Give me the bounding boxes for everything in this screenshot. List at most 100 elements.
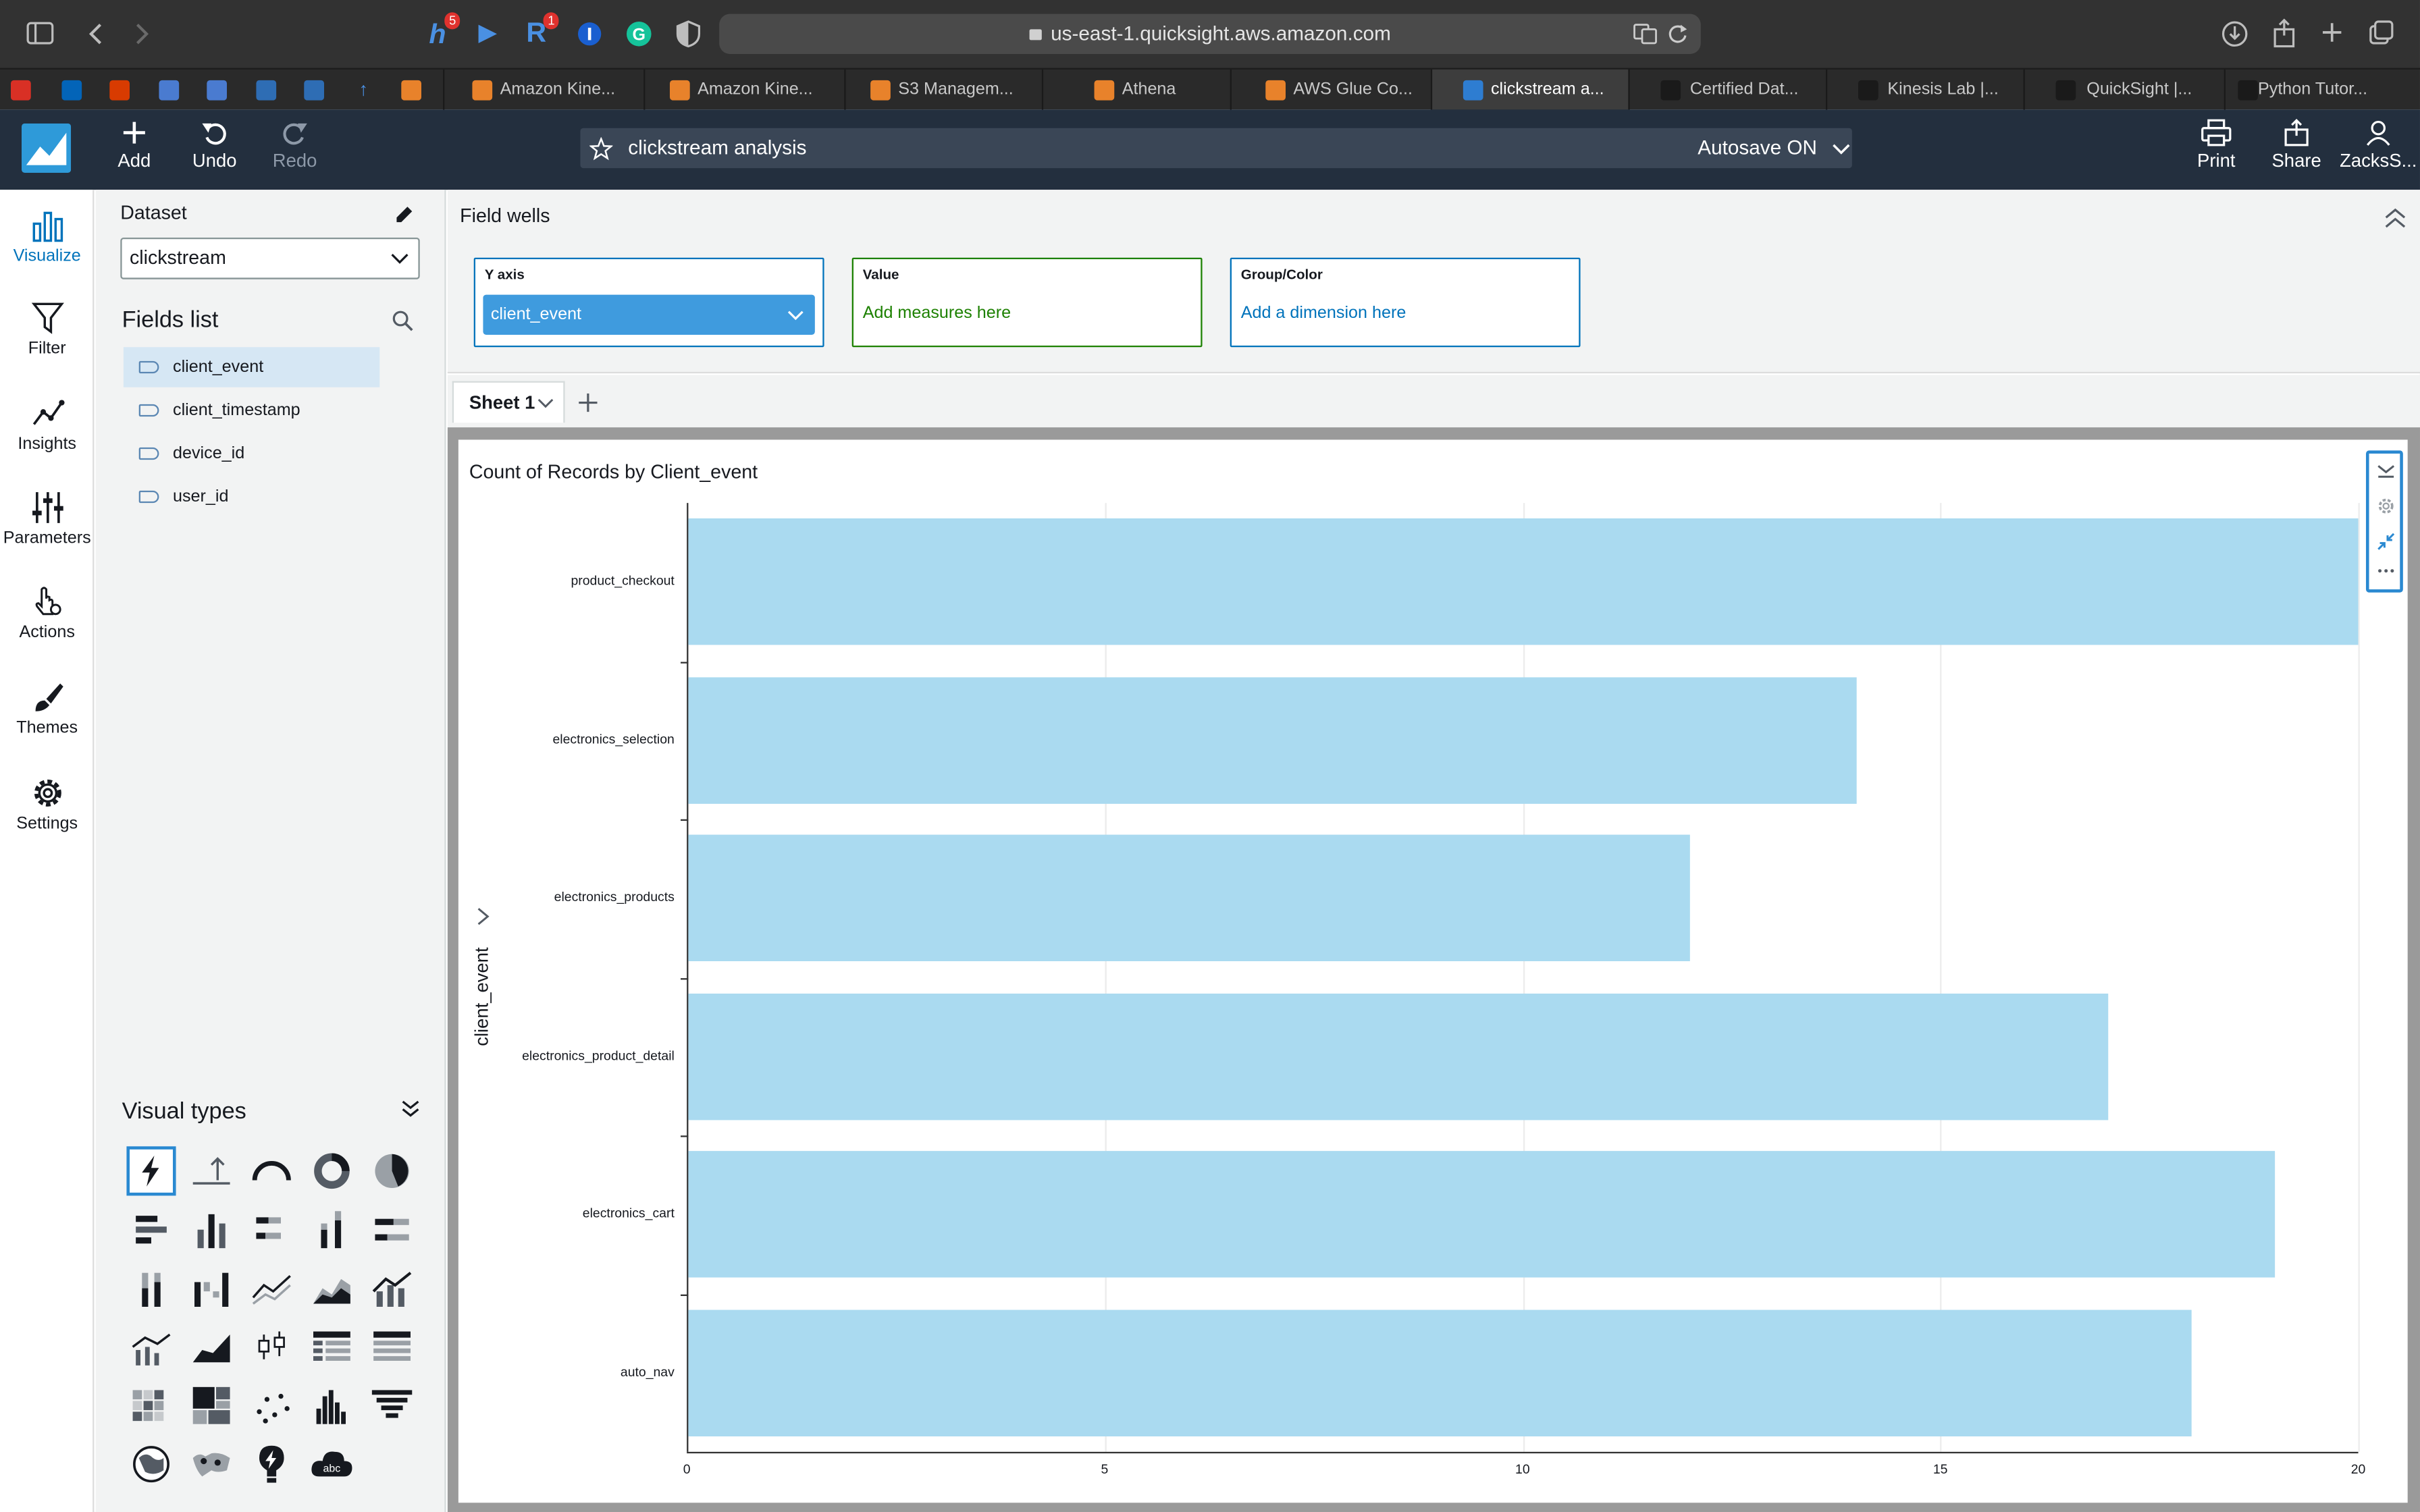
table-visual-icon[interactable] — [367, 1322, 417, 1372]
forward-icon[interactable] — [131, 22, 153, 47]
stacked-area-visual-icon[interactable] — [187, 1322, 236, 1372]
percent-column-visual-icon[interactable] — [126, 1264, 176, 1313]
dataset-select[interactable]: clickstream — [120, 237, 420, 279]
y-axis-well[interactable]: Y axis client_event — [473, 257, 824, 348]
bar[interactable] — [688, 676, 1857, 804]
pivot-table-visual-icon[interactable] — [307, 1322, 357, 1372]
autosave-toggle[interactable]: Autosave ON — [1698, 128, 1850, 168]
r-extension-icon[interactable]: R — [526, 17, 547, 48]
heat-map-visual-icon[interactable] — [126, 1381, 176, 1430]
nav-parameters[interactable]: Parameters — [0, 491, 94, 547]
bar-chart-visual[interactable]: Count of Records by Client_event 0 5 10 15 2… — [458, 439, 2408, 1503]
collapse-visual-icon[interactable] — [2377, 533, 2395, 551]
line-bar-combo-visual-icon[interactable] — [126, 1322, 176, 1372]
autograph-visual-icon[interactable] — [126, 1146, 176, 1196]
share-browser-icon[interactable] — [2272, 18, 2297, 48]
gear-icon[interactable] — [2377, 497, 2395, 515]
browser-tab[interactable]: Amazon Kine... — [643, 69, 844, 111]
star-icon[interactable] — [589, 137, 613, 161]
stacked-column-visual-icon[interactable] — [307, 1205, 357, 1254]
arrow-bookmark-icon[interactable]: ↑ — [353, 80, 374, 101]
nav-filter[interactable]: Filter — [0, 301, 94, 358]
horizontal-bar-visual-icon[interactable] — [126, 1205, 176, 1254]
browser-tab[interactable]: Certified Dat... — [1628, 69, 1826, 111]
new-tab-icon[interactable] — [2321, 22, 2343, 43]
nav-settings[interactable]: Settings — [0, 776, 94, 833]
browser-tab[interactable]: QuickSight |... — [2023, 69, 2224, 111]
y-axis-field-pill[interactable]: client_event — [483, 294, 815, 335]
nav-themes[interactable]: Themes — [0, 680, 94, 738]
browser-tab-active[interactable]: clickstream a... — [1430, 69, 1629, 111]
app-bookmark-icon[interactable] — [304, 80, 324, 101]
expand-down-icon[interactable] — [2377, 461, 2395, 479]
pie-visual-icon[interactable] — [367, 1146, 417, 1195]
browser-tab[interactable]: Python Tutor... — [2224, 69, 2420, 111]
gauge-visual-icon[interactable] — [247, 1146, 296, 1195]
vertical-bar-visual-icon[interactable] — [187, 1205, 236, 1254]
line-visual-icon[interactable] — [247, 1264, 296, 1313]
add-sheet-icon[interactable] — [579, 393, 598, 412]
share-button[interactable]: Share — [2257, 119, 2337, 171]
grammarly-icon[interactable]: G — [625, 20, 653, 48]
browser-tab[interactable]: Amazon Kine... — [442, 69, 643, 111]
filled-map-visual-icon[interactable] — [126, 1440, 176, 1489]
tree-map-visual-icon[interactable] — [187, 1381, 236, 1430]
value-well[interactable]: Value Add measures here — [851, 257, 1203, 348]
shield-icon[interactable] — [676, 20, 701, 48]
quicksight-logo-icon[interactable] — [21, 123, 72, 173]
waterfall-visual-icon[interactable] — [187, 1264, 236, 1313]
sheet-tab[interactable]: Sheet 1 — [452, 381, 565, 423]
search-icon[interactable] — [392, 310, 414, 331]
histogram-visual-icon[interactable] — [307, 1381, 357, 1430]
chevron-down-icon[interactable] — [537, 398, 554, 409]
password-manager-icon[interactable] — [576, 20, 604, 48]
combo-visual-icon[interactable] — [367, 1264, 417, 1313]
analysis-name[interactable]: clickstream analysis — [628, 136, 807, 159]
add-button[interactable]: Add — [94, 119, 174, 171]
field-client-event[interactable]: client_event — [123, 347, 380, 387]
bar[interactable] — [688, 835, 1690, 962]
insight-visual-icon[interactable] — [247, 1440, 296, 1489]
browser-tab[interactable]: Kinesis Lab |... — [1825, 69, 2024, 111]
calculator-bookmark-icon[interactable] — [256, 80, 277, 101]
redo-button[interactable]: Redo — [255, 119, 335, 171]
gmail-icon[interactable] — [10, 80, 31, 101]
more-options-icon[interactable] — [2377, 566, 2395, 576]
aws-bookmark-icon[interactable] — [401, 80, 421, 101]
collapse-up-icon[interactable] — [2384, 208, 2406, 230]
nav-visualize[interactable]: Visualize — [0, 209, 94, 265]
tab-overview-icon[interactable] — [2369, 20, 2394, 45]
download-icon[interactable] — [2221, 20, 2248, 48]
chevron-right-icon[interactable] — [475, 907, 491, 925]
group-color-well[interactable]: Group/Color Add a dimension here — [1230, 257, 1581, 348]
box-plot-visual-icon[interactable] — [247, 1322, 296, 1372]
browser-tab[interactable]: S3 Managem... — [844, 69, 1042, 111]
translate-bookmark-icon[interactable] — [207, 80, 227, 101]
donut-visual-icon[interactable] — [307, 1146, 357, 1195]
points-on-map-visual-icon[interactable] — [187, 1440, 236, 1489]
translate-bookmark-icon[interactable] — [159, 80, 180, 101]
pencil-icon[interactable] — [394, 204, 415, 225]
kpi-visual-icon[interactable] — [187, 1146, 236, 1195]
undo-button[interactable]: Undo — [174, 119, 255, 171]
bar[interactable] — [688, 518, 2359, 645]
field-user-id[interactable]: user_id — [124, 477, 379, 516]
chevron-down-icon[interactable] — [787, 310, 804, 321]
browser-tab[interactable]: Athena — [1041, 69, 1230, 111]
area-visual-icon[interactable] — [307, 1264, 357, 1313]
analysis-name-bar[interactable]: clickstream analysis Autosave ON — [580, 128, 1852, 169]
field-device-id[interactable]: device_id — [124, 433, 379, 473]
y-axis-title[interactable]: client_event — [471, 947, 493, 1046]
reload-icon[interactable] — [1667, 23, 1689, 45]
stacked-bar-visual-icon[interactable] — [247, 1205, 296, 1254]
video-extension-icon[interactable] — [475, 22, 503, 47]
nav-insights[interactable]: Insights — [0, 396, 94, 454]
bar[interactable] — [688, 1151, 2275, 1278]
chart-title[interactable]: Count of Records by Client_event — [469, 461, 758, 483]
word-cloud-visual-icon[interactable]: abc — [307, 1440, 357, 1489]
collapse-chevrons-icon[interactable] — [401, 1100, 419, 1118]
outlook-icon[interactable] — [61, 80, 82, 101]
field-client-timestamp[interactable]: client_timestamp — [124, 390, 379, 430]
translate-icon[interactable] — [1633, 23, 1658, 45]
nav-actions[interactable]: Actions — [0, 585, 94, 642]
